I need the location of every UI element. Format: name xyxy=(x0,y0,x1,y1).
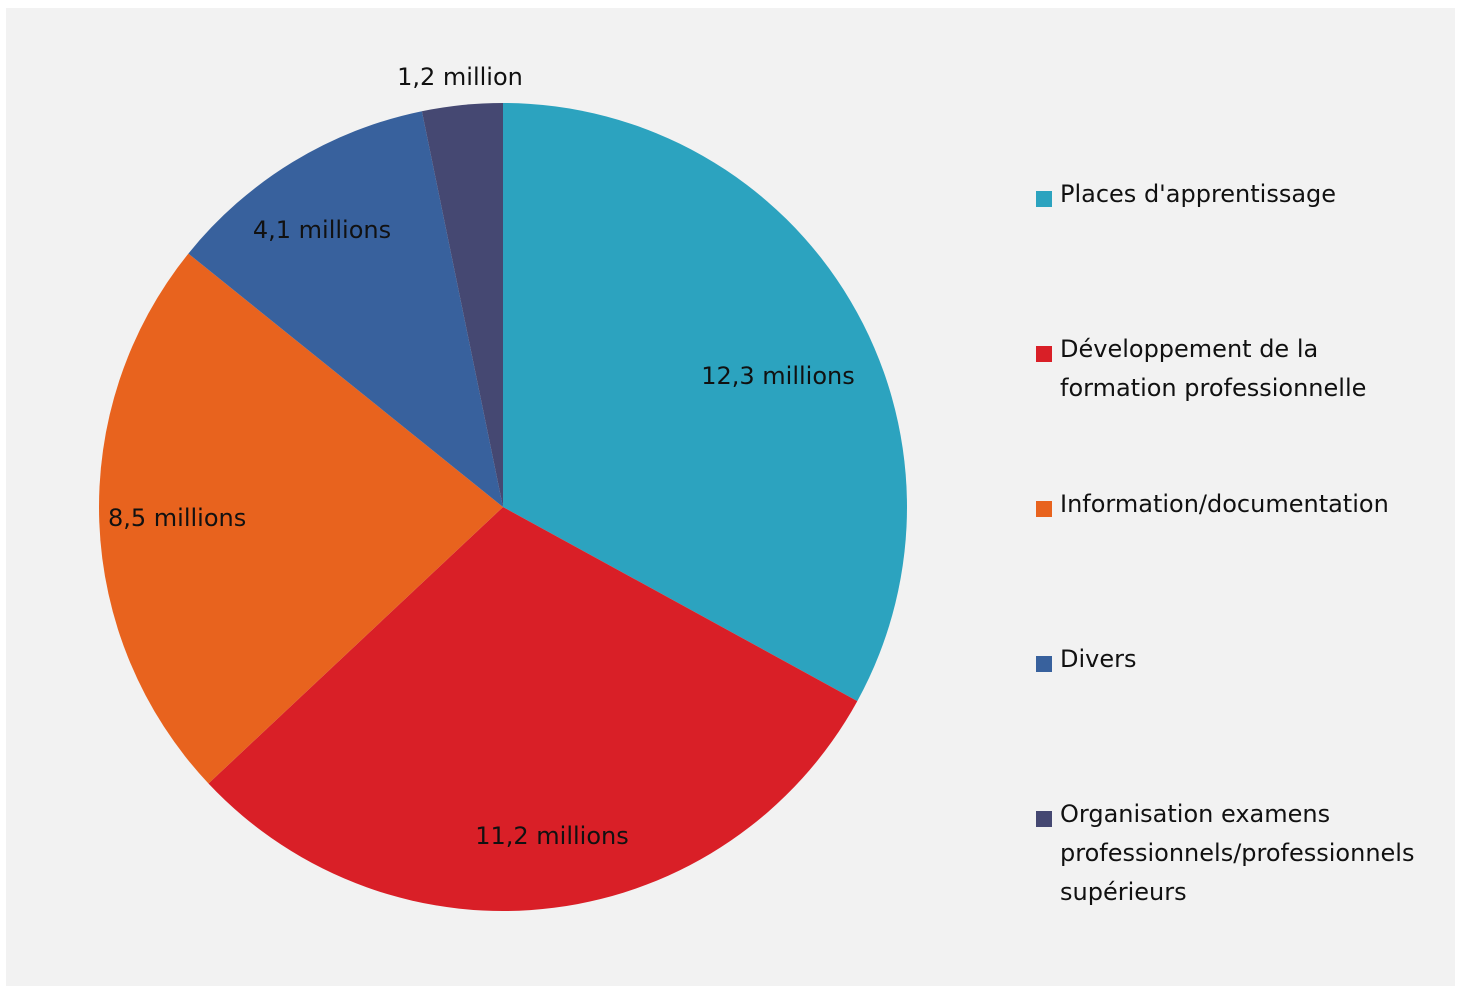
legend-item: Développement de la formation profession… xyxy=(1036,335,1450,408)
legend-label-line: formation professionnelle xyxy=(1060,374,1367,402)
legend-swatch xyxy=(1036,811,1052,827)
legend-item: Divers xyxy=(1036,645,1450,679)
legend-swatch xyxy=(1036,656,1052,672)
legend-label-line: Développement de la xyxy=(1060,335,1319,363)
legend-swatch xyxy=(1036,346,1052,362)
legend-label-line: professionnels/professionnels xyxy=(1060,839,1415,867)
legend-label-line: Information/documentation xyxy=(1060,490,1389,518)
slice-data-label: 4,1 millions xyxy=(253,216,391,244)
legend-label: Développement de la formation profession… xyxy=(1060,330,1450,408)
legend-item: Places d'apprentissage xyxy=(1036,180,1450,214)
legend: Places d'apprentissage Développement de … xyxy=(1036,8,1456,986)
pie-slice xyxy=(421,103,503,507)
legend-swatch xyxy=(1036,501,1052,517)
legend-swatch xyxy=(1036,191,1052,207)
legend-label-line: Places d'apprentissage xyxy=(1060,180,1337,208)
slice-data-label: 1,2 million xyxy=(397,63,523,91)
legend-label: Information/documentation xyxy=(1060,485,1450,524)
pie-chart: 12,3 millions 11,2 millions 8,5 millions 4,… xyxy=(98,63,907,911)
slice-data-label: 11,2 millions xyxy=(475,822,629,850)
chart-area: 12,3 millions 11,2 millions 8,5 millions 4,… xyxy=(6,8,1455,986)
legend-label: Divers xyxy=(1060,640,1450,679)
legend-label-line: supérieurs xyxy=(1060,878,1187,906)
legend-label-line: Organisation examens xyxy=(1060,800,1331,828)
legend-label: Places d'apprentissage xyxy=(1060,175,1450,214)
slice-data-label: 12,3 millions xyxy=(701,362,855,390)
pie-slice xyxy=(503,103,907,702)
slice-data-label: 8,5 millions xyxy=(108,504,246,532)
legend-item: Organisation examens professionnels/prof… xyxy=(1036,800,1450,912)
pie-slice xyxy=(98,253,504,784)
legend-label: Organisation examens professionnels/prof… xyxy=(1060,795,1450,912)
legend-item: Information/documentation xyxy=(1036,490,1450,524)
pie-slice xyxy=(208,507,858,911)
legend-label-line: Divers xyxy=(1060,645,1137,673)
pie-slice xyxy=(188,111,504,507)
